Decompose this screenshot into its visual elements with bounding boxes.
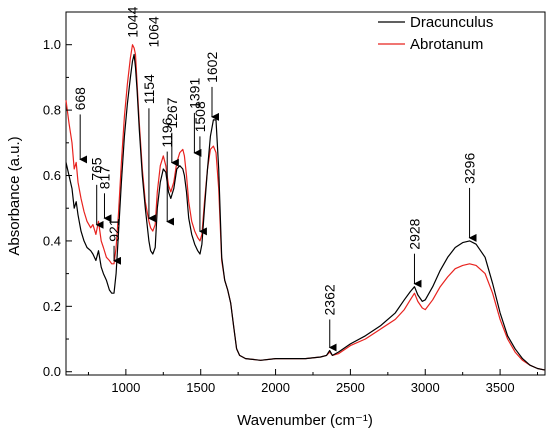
legend: Dracunculus Abrotanum: [378, 14, 493, 53]
annotation-label: 1154: [141, 74, 157, 104]
x-axis-label: Wavenumber (cm⁻¹): [237, 412, 373, 429]
x-tick-label: 2000: [261, 380, 290, 395]
y-tick-label: 0.0: [43, 364, 61, 379]
annotation-label: 3296: [462, 153, 478, 184]
x-tick-label: 3000: [411, 380, 440, 395]
annotation-label: 817: [97, 166, 113, 190]
annotation-label: 1508: [192, 101, 208, 132]
annotation-label: 1391: [186, 78, 202, 109]
y-tick-label: 0.2: [43, 299, 61, 314]
annotation-label: 668: [72, 87, 88, 111]
legend-label-abrotanum: Abrotanum: [410, 36, 483, 53]
y-axis-label: Absorbance (a.u.): [6, 136, 23, 255]
x-tick-label: 1500: [186, 380, 215, 395]
series-line-abrotanum: [65, 44, 546, 371]
annotation-label: 1602: [204, 52, 220, 83]
x-tick-label: 2500: [336, 380, 365, 395]
annotation-label: 2928: [407, 218, 423, 249]
x-tick-label: 3500: [486, 380, 515, 395]
series-line-dracunculus: [65, 53, 546, 371]
annotation-label: 1044: [125, 6, 141, 37]
annotation-label: 1064: [146, 16, 162, 47]
y-axis: 0.0 0.2 0.4 0.6 0.8 1.0: [43, 11, 72, 379]
x-tick-label: 1000: [111, 380, 140, 395]
legend-label-dracunculus: Dracunculus: [410, 14, 493, 31]
annotation-label: 1267: [164, 97, 180, 128]
plot-frame: [65, 11, 546, 376]
y-tick-label: 1.0: [43, 37, 61, 52]
annotation-label: 765: [89, 157, 105, 181]
series-layer: [65, 44, 546, 371]
annotation-label: 2362: [322, 284, 338, 315]
annotation-label: 921: [106, 218, 122, 242]
annotation-label: 1196: [159, 117, 175, 147]
x-axis: 1000 1500 2000 2500 3000 3500: [87, 369, 539, 395]
y-tick-label: 0.4: [43, 233, 61, 248]
y-tick-label: 0.8: [43, 103, 61, 118]
y-tick-label: 0.6: [43, 168, 61, 183]
